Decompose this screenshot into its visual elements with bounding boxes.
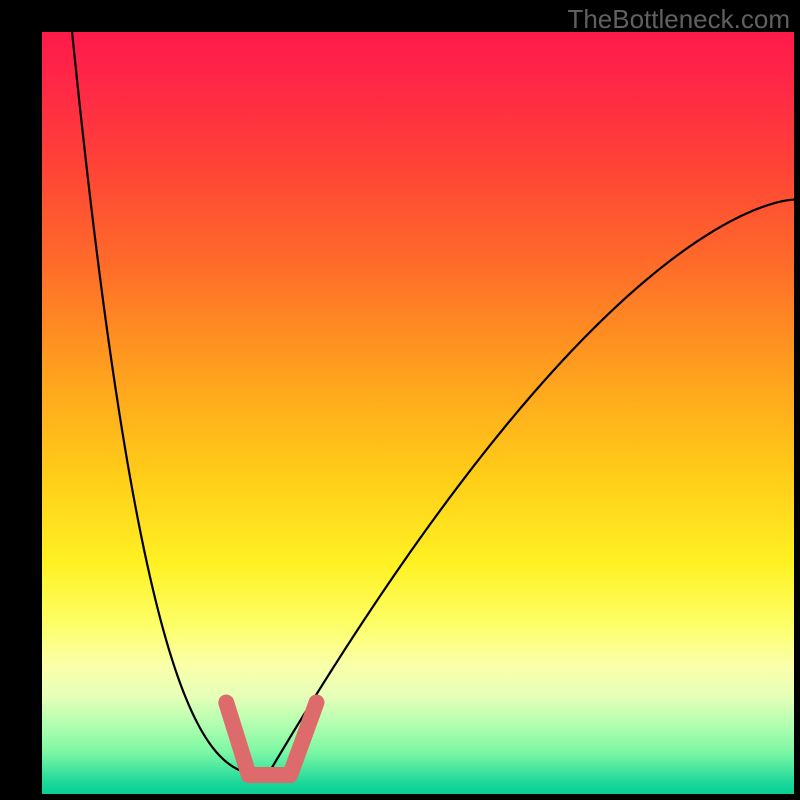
- chart-frame: TheBottleneck.com: [0, 0, 800, 800]
- plot-svg: [42, 32, 794, 794]
- watermark-text: TheBottleneck.com: [567, 4, 790, 35]
- gradient-background: [42, 32, 794, 794]
